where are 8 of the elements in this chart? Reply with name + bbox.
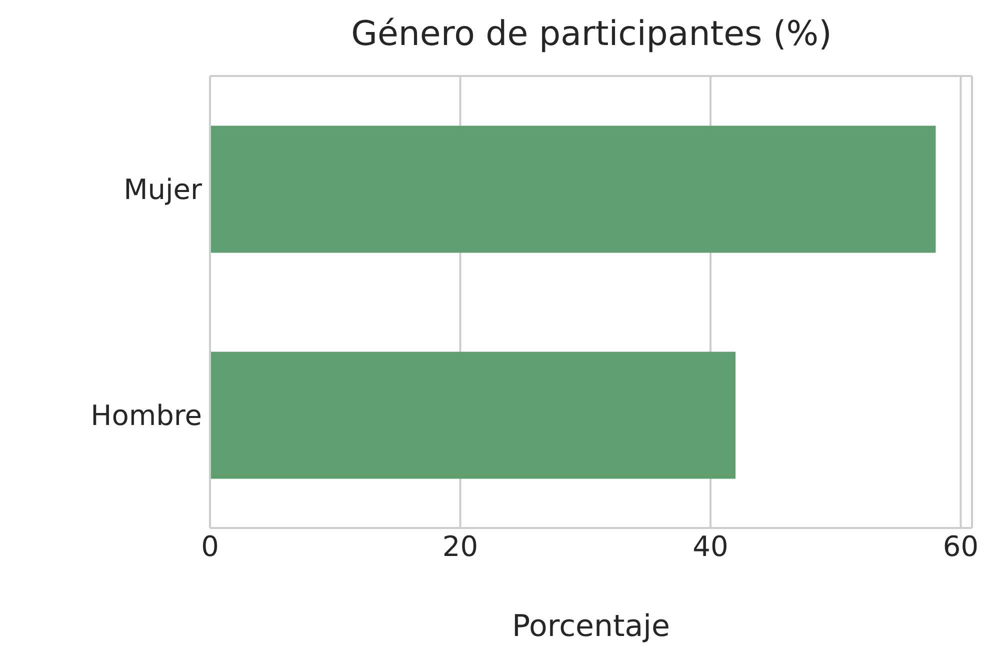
chart-title: Género de participantes (%) <box>350 14 833 54</box>
x-tick-label: 0 <box>201 530 219 563</box>
x-tick-label: 60 <box>942 530 979 563</box>
y-tick-label: Hombre <box>90 398 202 432</box>
x-axis-title: Porcentaje <box>512 609 670 644</box>
y-tick-label: Mujer <box>124 172 202 206</box>
x-tick-label: 40 <box>692 530 728 563</box>
x-tick-label: 20 <box>442 530 478 563</box>
